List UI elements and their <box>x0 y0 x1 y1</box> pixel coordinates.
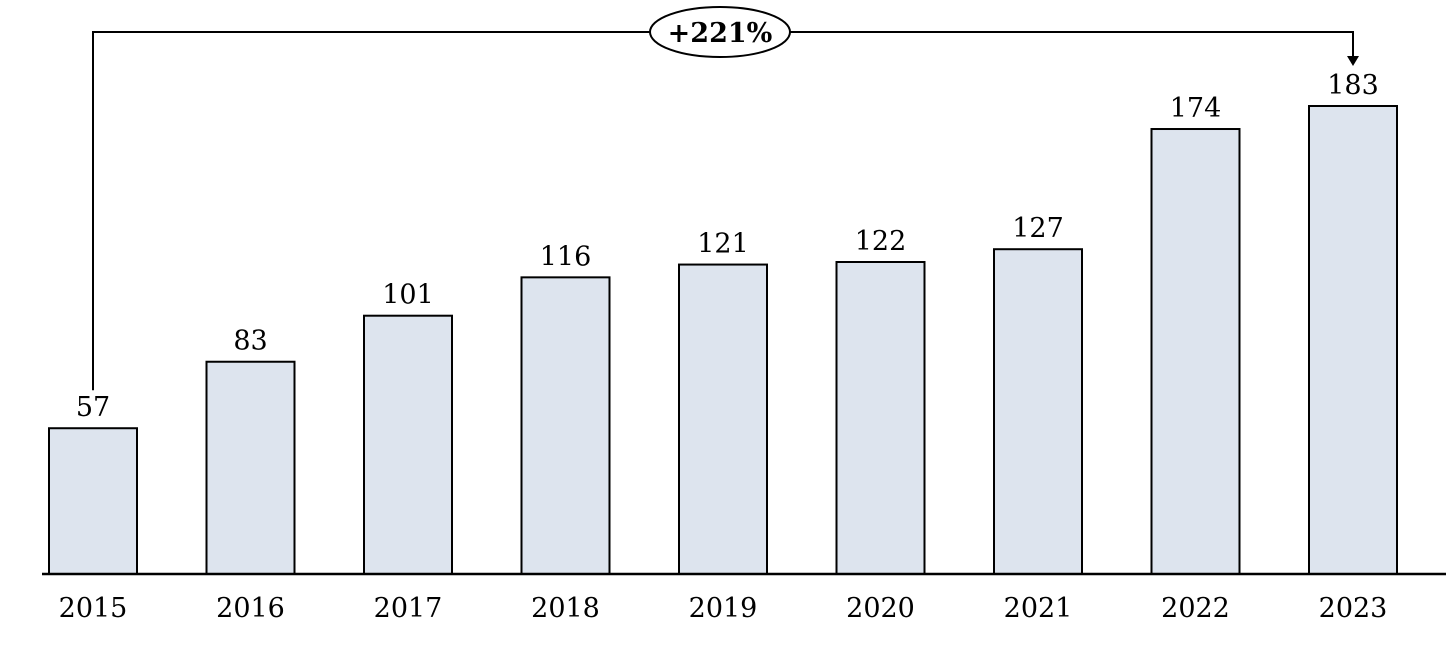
x-tick-label-2021: 2021 <box>1004 593 1073 624</box>
x-tick-label-2022: 2022 <box>1161 593 1230 624</box>
data-label-2019: 121 <box>697 229 749 260</box>
bar-2022 <box>1150 128 1241 575</box>
x-tick-label-2023: 2023 <box>1319 593 1388 624</box>
data-label-2021: 127 <box>1012 213 1064 244</box>
bar-2023 <box>1308 105 1398 575</box>
x-tick-label-2019: 2019 <box>689 593 758 624</box>
arrowhead-icon <box>1347 56 1359 66</box>
bar-2020 <box>835 261 926 575</box>
bar-2017 <box>363 314 453 575</box>
growth-annotation-label: +221% <box>668 18 773 49</box>
x-tick-label-2018: 2018 <box>531 593 600 624</box>
x-tick-label-2016: 2016 <box>216 593 285 624</box>
data-label-2018: 116 <box>540 241 592 272</box>
x-tick-label-2017: 2017 <box>374 593 443 624</box>
bar-2021 <box>993 248 1083 576</box>
x-tick-label-2020: 2020 <box>846 593 915 624</box>
bar-2019 <box>678 263 768 575</box>
bar-2015 <box>48 427 138 576</box>
data-label-2023: 183 <box>1327 70 1379 101</box>
data-label-2017: 101 <box>382 280 434 311</box>
data-label-2022: 174 <box>1170 93 1222 124</box>
bar-2016 <box>205 360 296 575</box>
bar-2018 <box>520 276 611 575</box>
growth-annotation-ellipse <box>649 6 791 58</box>
x-tick-label-2015: 2015 <box>59 593 128 624</box>
data-label-2016: 83 <box>233 326 267 357</box>
data-label-2015: 57 <box>76 392 110 423</box>
data-label-2020: 122 <box>855 226 907 257</box>
